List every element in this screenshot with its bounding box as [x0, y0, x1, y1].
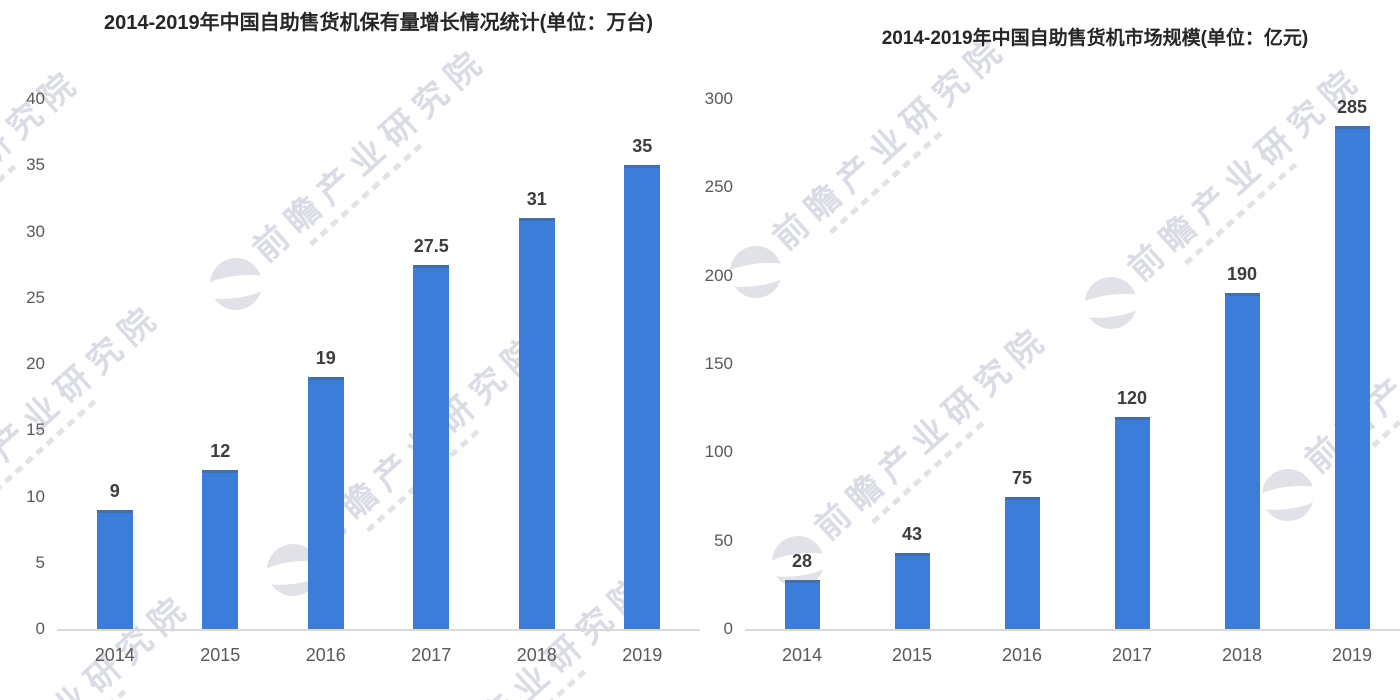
bar-2019 — [624, 165, 661, 629]
x-axis-line — [745, 629, 1400, 631]
x-axis-line — [57, 629, 700, 631]
y-axis-tick-label: 20 — [26, 354, 45, 373]
bar-value-label: 31 — [526, 189, 547, 210]
y-axis-tick-label: 35 — [26, 155, 45, 175]
y-axis-tick-label: 150 — [704, 354, 733, 373]
x-axis-tick-label: 2015 — [200, 645, 241, 665]
bar-value-label: 9 — [109, 480, 120, 501]
x-axis-tick-label: 2019 — [622, 645, 663, 665]
chart-title: 2014-2019年中国自助售货机市场规模(单位：亿元) — [881, 28, 1309, 49]
y-axis-tick-label: 100 — [704, 442, 733, 462]
y-axis-tick-label: 40 — [26, 89, 45, 108]
bar-2015 — [202, 470, 239, 629]
bar-value-label: 120 — [1116, 388, 1148, 408]
y-axis-tick-label: 15 — [26, 420, 45, 440]
x-axis-tick-label: 2018 — [516, 645, 557, 665]
bar-2018 — [1224, 293, 1260, 629]
y-axis-tick-label: 5 — [35, 552, 45, 572]
bar-2014 — [784, 579, 820, 629]
bar-value-label: 28 — [791, 550, 813, 571]
x-axis-tick-label: 2015 — [891, 645, 933, 665]
x-axis-tick-label: 2016 — [1001, 645, 1043, 665]
x-axis-tick-label: 2016 — [305, 645, 346, 665]
bar-value-label: 75 — [1011, 467, 1033, 488]
y-axis-tick-label: 0 — [35, 619, 45, 638]
y-axis-tick-label: 30 — [26, 221, 45, 241]
y-axis-tick-label: 200 — [704, 265, 733, 285]
bar-value-label: 190 — [1226, 264, 1258, 285]
x-axis-tick-label: 2017 — [1111, 645, 1153, 665]
bar-2016 — [1004, 496, 1040, 629]
bar-value-label: 12 — [210, 441, 231, 461]
bar-2017 — [413, 264, 450, 629]
bar-value-label: 43 — [901, 524, 923, 545]
y-axis-tick-label: 300 — [704, 89, 733, 108]
chart-title: 2014-2019年中国自助售货机保有量增长情况统计(单位：万台) — [104, 12, 653, 34]
x-axis-tick-label: 2014 — [781, 645, 823, 665]
bar-2016 — [307, 377, 344, 629]
market-size-bar-chart: 2014-2019年中国自助售货机市场规模(单位：亿元) 0 50 100 150 20… — [700, 0, 1400, 700]
y-axis-tick-label: 10 — [26, 486, 45, 506]
bar-value-label: 27.5 — [413, 235, 449, 256]
x-axis-tick-label: 2019 — [1331, 645, 1373, 665]
y-axis-tick-label: 250 — [704, 177, 733, 197]
y-axis-tick-label: 25 — [26, 287, 45, 307]
bar-2015 — [894, 553, 930, 629]
bar-value-label: 285 — [1336, 96, 1368, 117]
holdings-bar-chart: 2014-2019年中国自助售货机保有量增长情况统计(单位：万台) 0 5 10 15… — [26, 12, 700, 665]
x-axis-tick-label: 2018 — [1221, 645, 1263, 665]
y-axis-tick-label: 50 — [714, 530, 733, 550]
bar-2017 — [1114, 417, 1150, 629]
x-axis-tick-label: 2017 — [411, 645, 452, 665]
x-axis-tick-label: 2014 — [94, 645, 135, 665]
bar-2014 — [96, 509, 133, 629]
bar-value-label: 35 — [632, 136, 653, 157]
bar-2019 — [1334, 125, 1370, 629]
bar-value-label: 19 — [315, 348, 336, 369]
bar-2018 — [518, 218, 555, 629]
y-axis-tick-label: 0 — [723, 619, 733, 638]
